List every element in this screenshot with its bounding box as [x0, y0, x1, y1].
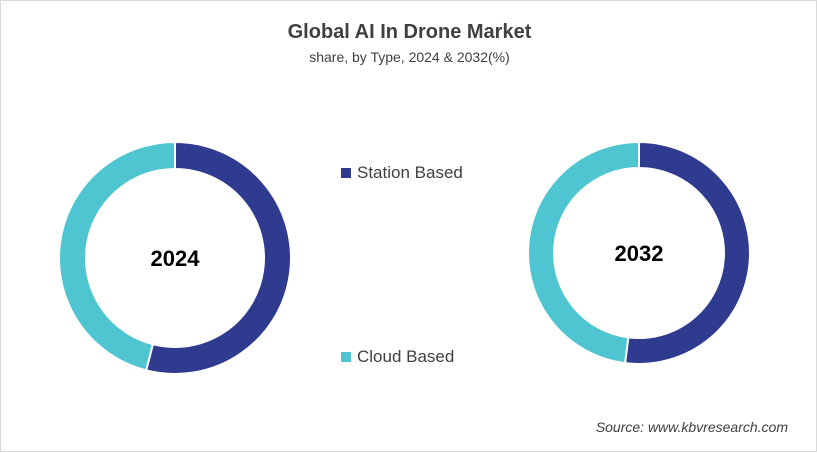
legend-label: Cloud Based [357, 347, 455, 366]
source-text: Source: www.kbvresearch.com [595, 419, 788, 435]
donut-center-label: 2024 [151, 246, 201, 271]
donut-slice-station-based [144, 140, 292, 375]
donut-slice-station-based [623, 140, 751, 365]
donut-slice-cloud-based [58, 140, 176, 372]
legend-swatch-cloud [341, 352, 351, 362]
chart-title: Global AI In Drone Market [287, 21, 532, 43]
donut-slice-cloud-based [527, 140, 640, 365]
legend-label: Station Based [357, 163, 463, 182]
legend-item-station-based: Station Based [341, 163, 463, 183]
legend-swatch-station [341, 168, 351, 178]
donut-center-label: 2032 [615, 241, 664, 266]
legend-item-cloud-based: Cloud Based [341, 347, 454, 367]
chart-subtitle: share, by Type, 2024 & 2032(%) [309, 49, 510, 65]
